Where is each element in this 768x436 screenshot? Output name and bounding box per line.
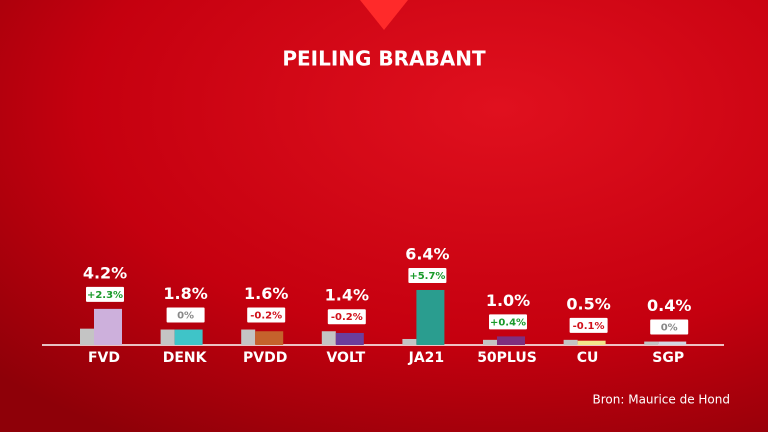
value-label: 0.5% <box>566 294 610 313</box>
x-tick-label: PVDD <box>243 350 287 366</box>
change-box <box>650 319 689 335</box>
bar <box>255 331 284 345</box>
value-label: 1.4% <box>325 286 369 305</box>
change-box <box>489 314 527 330</box>
top-marker <box>360 0 408 30</box>
x-tick-label: DENK <box>163 350 208 366</box>
bar <box>94 308 122 345</box>
bar <box>497 336 525 345</box>
previous-bar <box>321 331 336 345</box>
bar <box>174 329 203 345</box>
source: Bron: Maurice de Hond <box>593 393 730 407</box>
x-tick-label: CU <box>577 350 599 366</box>
change-label: -0.1% <box>573 321 605 332</box>
previous-bar <box>644 341 659 345</box>
change-label: +0.4% <box>490 317 526 328</box>
change-label: -0.2% <box>331 312 363 323</box>
x-tick-label: JA21 <box>408 350 445 366</box>
change-box <box>408 267 447 283</box>
previous-bar <box>402 338 417 345</box>
x-tick-label: FVD <box>88 350 120 366</box>
bar <box>658 341 687 345</box>
previous-bar <box>80 328 94 345</box>
change-box <box>569 317 608 333</box>
value-label: 4.2% <box>83 263 127 282</box>
value-label: 1.8% <box>163 284 207 303</box>
x-tick-label: SGP <box>652 350 684 366</box>
change-label: -0.2% <box>250 311 282 322</box>
value-label: 6.4% <box>405 244 449 263</box>
value-label: 1.6% <box>244 284 288 303</box>
chart-title: PEILING BRABANT <box>282 47 486 71</box>
previous-bar <box>160 329 175 345</box>
bar <box>416 289 445 345</box>
x-tick-label: 50PLUS <box>477 350 537 366</box>
change-box <box>166 307 205 323</box>
bar <box>577 340 606 345</box>
change-box <box>86 286 124 302</box>
change-label: +2.3% <box>87 290 123 301</box>
previous-bar <box>563 339 578 345</box>
change-label: 0% <box>177 311 194 322</box>
previous-bar <box>483 339 497 345</box>
change-box <box>327 309 366 325</box>
x-tick-label: VOLT <box>326 350 365 366</box>
change-label: +5.7% <box>409 271 445 282</box>
value-label: 0.4% <box>647 296 691 315</box>
bar <box>335 332 364 345</box>
change-label: 0% <box>661 323 678 334</box>
change-box <box>247 307 286 323</box>
value-label: 1.0% <box>486 291 530 310</box>
previous-bar <box>241 329 256 345</box>
